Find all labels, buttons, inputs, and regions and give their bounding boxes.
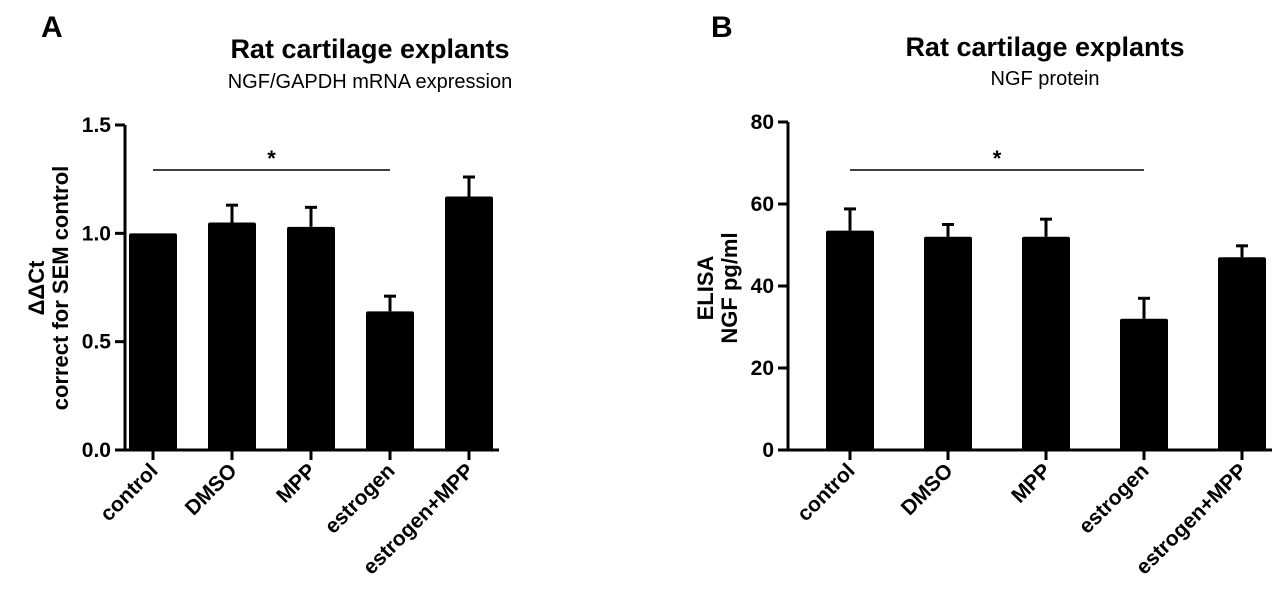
panel-a-category-label: MPP xyxy=(272,459,320,507)
panel-b-ytick-label: 20 xyxy=(751,357,774,380)
panel-b-ylabel-line1: ELISA xyxy=(693,256,718,321)
panel-b-bar-mpp xyxy=(1022,236,1070,450)
panel-a-ylabel-line1: ΔΔCt xyxy=(24,260,49,316)
panel-b-bar-estrogen xyxy=(1120,318,1168,450)
panel-b-letter: B xyxy=(711,11,733,44)
panel-b-ytick-label: 60 xyxy=(751,193,774,216)
panel-a-bar-estrogen-mpp xyxy=(445,196,493,450)
panel-b-bar-control xyxy=(826,230,874,450)
panel-b-title: Rat cartilage explants xyxy=(905,32,1184,62)
panel-a-bar-dmso xyxy=(208,222,256,450)
panel-a-ytick-label: 0.5 xyxy=(82,331,112,354)
panel-a-letter: A xyxy=(41,11,63,44)
panel-a-ytick-label: 0.0 xyxy=(82,439,111,462)
panel-a-bar-mpp xyxy=(287,226,335,450)
panel-a-ytick-label: 1.0 xyxy=(82,222,111,245)
panel-b-ylabel-line2: NGF pg/ml xyxy=(717,232,742,343)
panel-b-bar-estrogen-mpp xyxy=(1218,257,1266,450)
panel-a-category-label: control xyxy=(96,459,163,526)
panel-a-title: Rat cartilage explants xyxy=(230,34,509,64)
panel-b-subtitle: NGF protein xyxy=(991,68,1100,90)
panel-b-category-label: control xyxy=(793,459,860,526)
panel-a-ylabel-line2: correct for SEM control xyxy=(48,166,73,410)
panel-b-ytick-label: 40 xyxy=(751,275,774,298)
panel-b-bar-dmso xyxy=(924,236,972,450)
panel-a-significance-marker: * xyxy=(267,146,276,171)
panel-b-ytick-label: 80 xyxy=(751,111,774,134)
panel-b-category-label: MPP xyxy=(1007,459,1055,507)
panel-a-category-label: estrogen xyxy=(321,459,400,538)
panel-b-category-label: DMSO xyxy=(897,459,958,520)
panel-b-category-label: estrogen xyxy=(1075,459,1154,538)
panel-a-ytick-label: 1.5 xyxy=(82,114,112,137)
panel-b-ytick-label: 0 xyxy=(762,439,774,462)
panel-a-bar-estrogen xyxy=(366,311,414,450)
panel-a-subtitle: NGF/GAPDH mRNA expression xyxy=(228,71,513,93)
panel-b-significance-marker: * xyxy=(993,146,1002,171)
panel-a-category-label: DMSO xyxy=(181,459,242,520)
panel-a-bar-control xyxy=(129,233,177,450)
